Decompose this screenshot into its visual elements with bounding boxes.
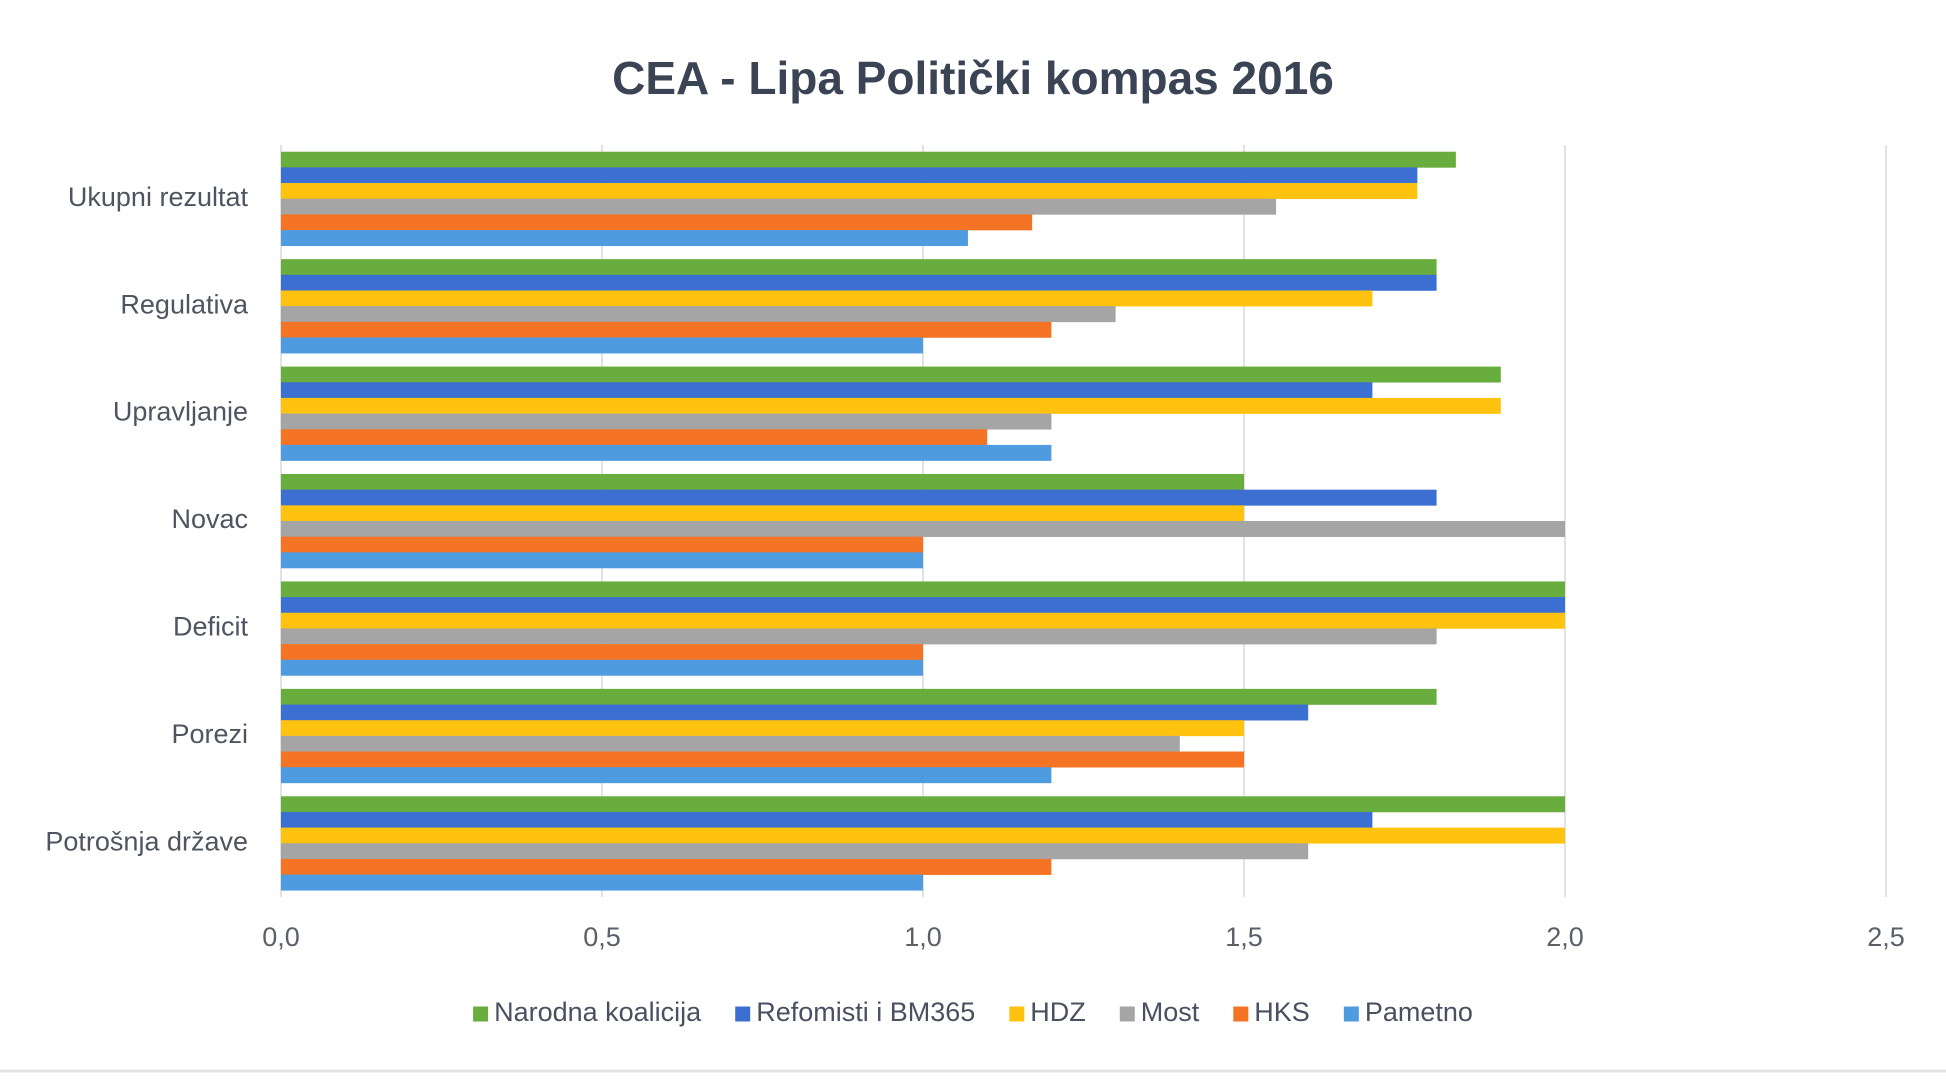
bar <box>281 474 1244 490</box>
legend-label: Refomisti i BM365 <box>756 997 975 1027</box>
bar <box>281 167 1418 184</box>
category-label: Ukupni rezultat <box>68 182 249 212</box>
legend-label: Pametno <box>1365 997 1473 1027</box>
legend-item: Narodna koalicija <box>473 997 702 1027</box>
bar <box>281 767 1052 784</box>
bar <box>281 429 988 446</box>
bar-group <box>281 259 1437 354</box>
bar-group <box>281 688 1437 784</box>
bar <box>281 858 1052 875</box>
x-tick-label: 0,0 <box>262 922 300 952</box>
bar-group <box>281 581 1565 676</box>
legend-item: Most <box>1119 997 1200 1027</box>
category-label: Novac <box>171 504 248 534</box>
bar <box>281 306 1116 323</box>
legend-item: HKS <box>1233 997 1310 1027</box>
bar <box>281 230 968 247</box>
bar <box>281 198 1277 215</box>
bar <box>281 521 1565 537</box>
bar <box>281 337 923 354</box>
bar <box>281 366 1501 383</box>
bar-group <box>281 366 1501 461</box>
bar <box>281 274 1437 291</box>
x-tick-label: 2,0 <box>1546 922 1584 952</box>
value-axis: 0,0 0,5 1,0 1,5 2,0 2,5 <box>262 922 1905 952</box>
bar <box>281 704 1309 721</box>
x-tick-label: 0,5 <box>583 922 621 952</box>
x-tick-label: 2,5 <box>1867 922 1905 952</box>
legend-swatch <box>1119 1006 1135 1022</box>
bar <box>281 444 1052 461</box>
legend-swatch <box>735 1006 751 1022</box>
bar <box>281 489 1437 506</box>
bar <box>281 827 1565 844</box>
bar <box>281 874 923 891</box>
legend-swatch <box>473 1006 489 1022</box>
bar <box>281 688 1437 705</box>
bar <box>281 659 923 676</box>
bar <box>281 720 1244 737</box>
bar <box>281 259 1437 276</box>
category-axis: Ukupni rezultat Regulativa Upravljanje Nova… <box>45 182 249 857</box>
bar <box>281 597 1565 614</box>
bar <box>281 612 1565 629</box>
bar <box>281 397 1501 414</box>
legend-label: Most <box>1141 997 1200 1027</box>
legend-item: Refomisti i BM365 <box>735 997 975 1027</box>
category-label: Potrošnja države <box>45 826 248 856</box>
bar-group <box>281 796 1565 891</box>
legend-label: Narodna koalicija <box>494 997 702 1027</box>
bar <box>281 751 1244 768</box>
bar-group <box>281 474 1565 569</box>
bar <box>281 505 1244 522</box>
bar <box>281 536 923 553</box>
legend-item: HDZ <box>1009 997 1086 1027</box>
bar <box>281 796 1565 813</box>
bar <box>281 321 1052 338</box>
x-tick-label: 1,5 <box>1225 922 1263 952</box>
bar <box>281 552 923 569</box>
legend-item: Pametno <box>1343 997 1473 1027</box>
chart-title: CEA - Lipa Politički kompas 2016 <box>612 52 1334 104</box>
legend-swatch <box>1343 1006 1359 1022</box>
bar <box>281 382 1373 399</box>
bar <box>281 581 1565 598</box>
bar <box>281 644 923 661</box>
legend-label: HDZ <box>1030 997 1086 1027</box>
legend-swatch <box>1233 1006 1249 1022</box>
bar <box>281 214 1033 231</box>
legend-swatch <box>1009 1006 1025 1022</box>
legend: Narodna koalicija Refomisti i BM365 HDZ Mos… <box>473 997 1473 1027</box>
bar <box>281 290 1373 307</box>
bar-group <box>281 151 1456 247</box>
bar <box>281 843 1309 860</box>
category-label: Regulativa <box>120 289 249 319</box>
legend-label: HKS <box>1254 997 1310 1027</box>
bar <box>281 735 1180 752</box>
bar <box>281 811 1373 828</box>
bar <box>281 628 1437 645</box>
bar <box>281 413 1052 430</box>
category-label: Upravljanje <box>113 397 248 427</box>
bar <box>281 183 1418 200</box>
bars <box>281 151 1565 891</box>
category-label: Porezi <box>171 719 248 749</box>
bar <box>281 151 1456 168</box>
category-label: Deficit <box>173 612 249 642</box>
x-tick-label: 1,0 <box>904 922 942 952</box>
